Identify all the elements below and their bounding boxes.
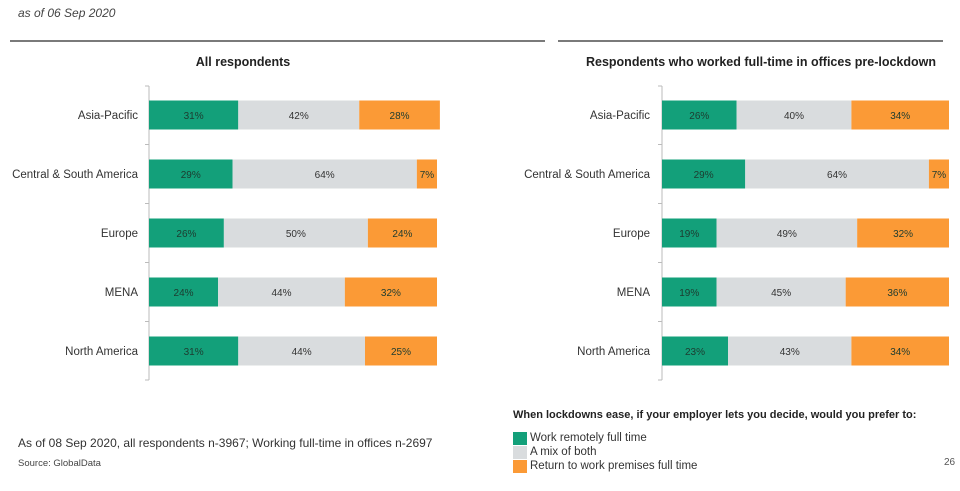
bar-segment-remote xyxy=(662,100,737,130)
data-label: 26% xyxy=(689,111,709,122)
data-label: 43% xyxy=(780,347,800,358)
legend-title: When lockdowns ease, if your employer le… xyxy=(513,409,917,421)
bar-segment-remote xyxy=(149,277,219,307)
bar-segment-remote xyxy=(662,218,717,248)
bar-segment-return xyxy=(845,277,949,307)
data-label: 34% xyxy=(890,111,910,122)
bar-segment-return xyxy=(365,336,437,366)
bar-segment-remote xyxy=(149,218,224,248)
bar-segment-mix xyxy=(745,159,929,189)
category-label: Central & South America xyxy=(524,169,651,181)
data-label: 29% xyxy=(181,170,201,181)
bar-segment-return xyxy=(851,100,949,130)
data-label: 64% xyxy=(315,170,335,181)
data-label: 36% xyxy=(887,288,907,299)
legend-item-mix: A mix of both xyxy=(513,445,697,459)
category-label: MENA xyxy=(105,287,139,299)
bar-segment-mix xyxy=(218,277,345,307)
data-label: 44% xyxy=(271,288,291,299)
source-note: Source: GlobalData xyxy=(18,458,101,469)
data-label: 64% xyxy=(827,170,847,181)
sample-size-note: As of 08 Sep 2020, all respondents n-396… xyxy=(18,436,433,450)
data-label: 32% xyxy=(381,288,401,299)
bar-segment-return xyxy=(928,159,949,189)
bar-segment-remote xyxy=(149,100,239,130)
legend-label: Work remotely full time xyxy=(530,432,647,444)
data-label: 24% xyxy=(174,288,194,299)
data-label: 7% xyxy=(420,170,435,181)
legend-swatch-remote xyxy=(513,431,527,445)
bar-segment-mix xyxy=(223,218,368,248)
bar-segment-mix xyxy=(716,218,858,248)
data-label: 7% xyxy=(932,170,947,181)
bar-segment-remote xyxy=(662,336,729,366)
bar-segment-mix xyxy=(716,277,846,307)
category-label: Central & South America xyxy=(12,169,139,181)
data-label: 49% xyxy=(777,229,797,240)
bar-segment-remote xyxy=(662,159,746,189)
right-separator xyxy=(558,40,943,42)
stacked-bar-charts: Asia-Pacific 31% 42% 28% Central & South Ame… xyxy=(12,85,949,381)
legend-item-remote: Work remotely full time xyxy=(513,431,697,445)
data-label: 40% xyxy=(784,111,804,122)
data-label: 50% xyxy=(286,229,306,240)
bar-segment-mix xyxy=(232,159,417,189)
data-label: 25% xyxy=(391,347,411,358)
legend-swatch-return xyxy=(513,459,527,473)
data-label: 45% xyxy=(771,288,791,299)
left-separator xyxy=(10,40,545,42)
bar-segment-return xyxy=(857,218,949,248)
legend-item-return: Return to work premises full time xyxy=(513,459,697,473)
bar-segment-return xyxy=(416,159,437,189)
category-label: MENA xyxy=(617,287,651,299)
left-chart-title: All respondents xyxy=(195,55,291,69)
data-label: 23% xyxy=(685,347,705,358)
data-label: 31% xyxy=(184,111,204,122)
legend-label: A mix of both xyxy=(530,446,597,458)
bar-segment-mix xyxy=(728,336,852,366)
data-label: 29% xyxy=(694,170,714,181)
category-label: Asia-Pacific xyxy=(590,110,650,122)
data-label: 28% xyxy=(390,111,410,122)
bar-segment-mix xyxy=(736,100,852,130)
category-label: North America xyxy=(577,346,650,358)
bar-segment-remote xyxy=(149,336,239,366)
data-label: 44% xyxy=(292,347,312,358)
data-label: 31% xyxy=(184,347,204,358)
bar-segment-mix xyxy=(238,336,365,366)
data-label: 32% xyxy=(893,229,913,240)
bar-segment-mix xyxy=(238,100,360,130)
data-label: 19% xyxy=(679,288,699,299)
bar-segment-return xyxy=(367,218,437,248)
bar-segment-remote xyxy=(662,277,717,307)
data-label: 34% xyxy=(890,347,910,358)
page-number: 26 xyxy=(944,457,956,468)
legend: Work remotely full time A mix of both Re… xyxy=(513,431,697,473)
category-label: Europe xyxy=(101,228,138,240)
category-label: Europe xyxy=(613,228,650,240)
data-label: 19% xyxy=(679,229,699,240)
category-label: North America xyxy=(65,346,138,358)
right-chart-title: Respondents who worked full-time in offi… xyxy=(585,55,937,69)
bar-segment-return xyxy=(359,100,440,130)
data-label: 42% xyxy=(289,111,309,122)
bar-segment-return xyxy=(344,277,437,307)
bar-segment-return xyxy=(851,336,949,366)
category-label: Asia-Pacific xyxy=(78,110,138,122)
legend-swatch-mix xyxy=(513,445,527,459)
bar-segment-remote xyxy=(149,159,233,189)
date-note: as of 06 Sep 2020 xyxy=(18,6,116,20)
data-label: 26% xyxy=(176,229,196,240)
data-label: 24% xyxy=(392,229,412,240)
legend-label: Return to work premises full time xyxy=(530,460,698,472)
